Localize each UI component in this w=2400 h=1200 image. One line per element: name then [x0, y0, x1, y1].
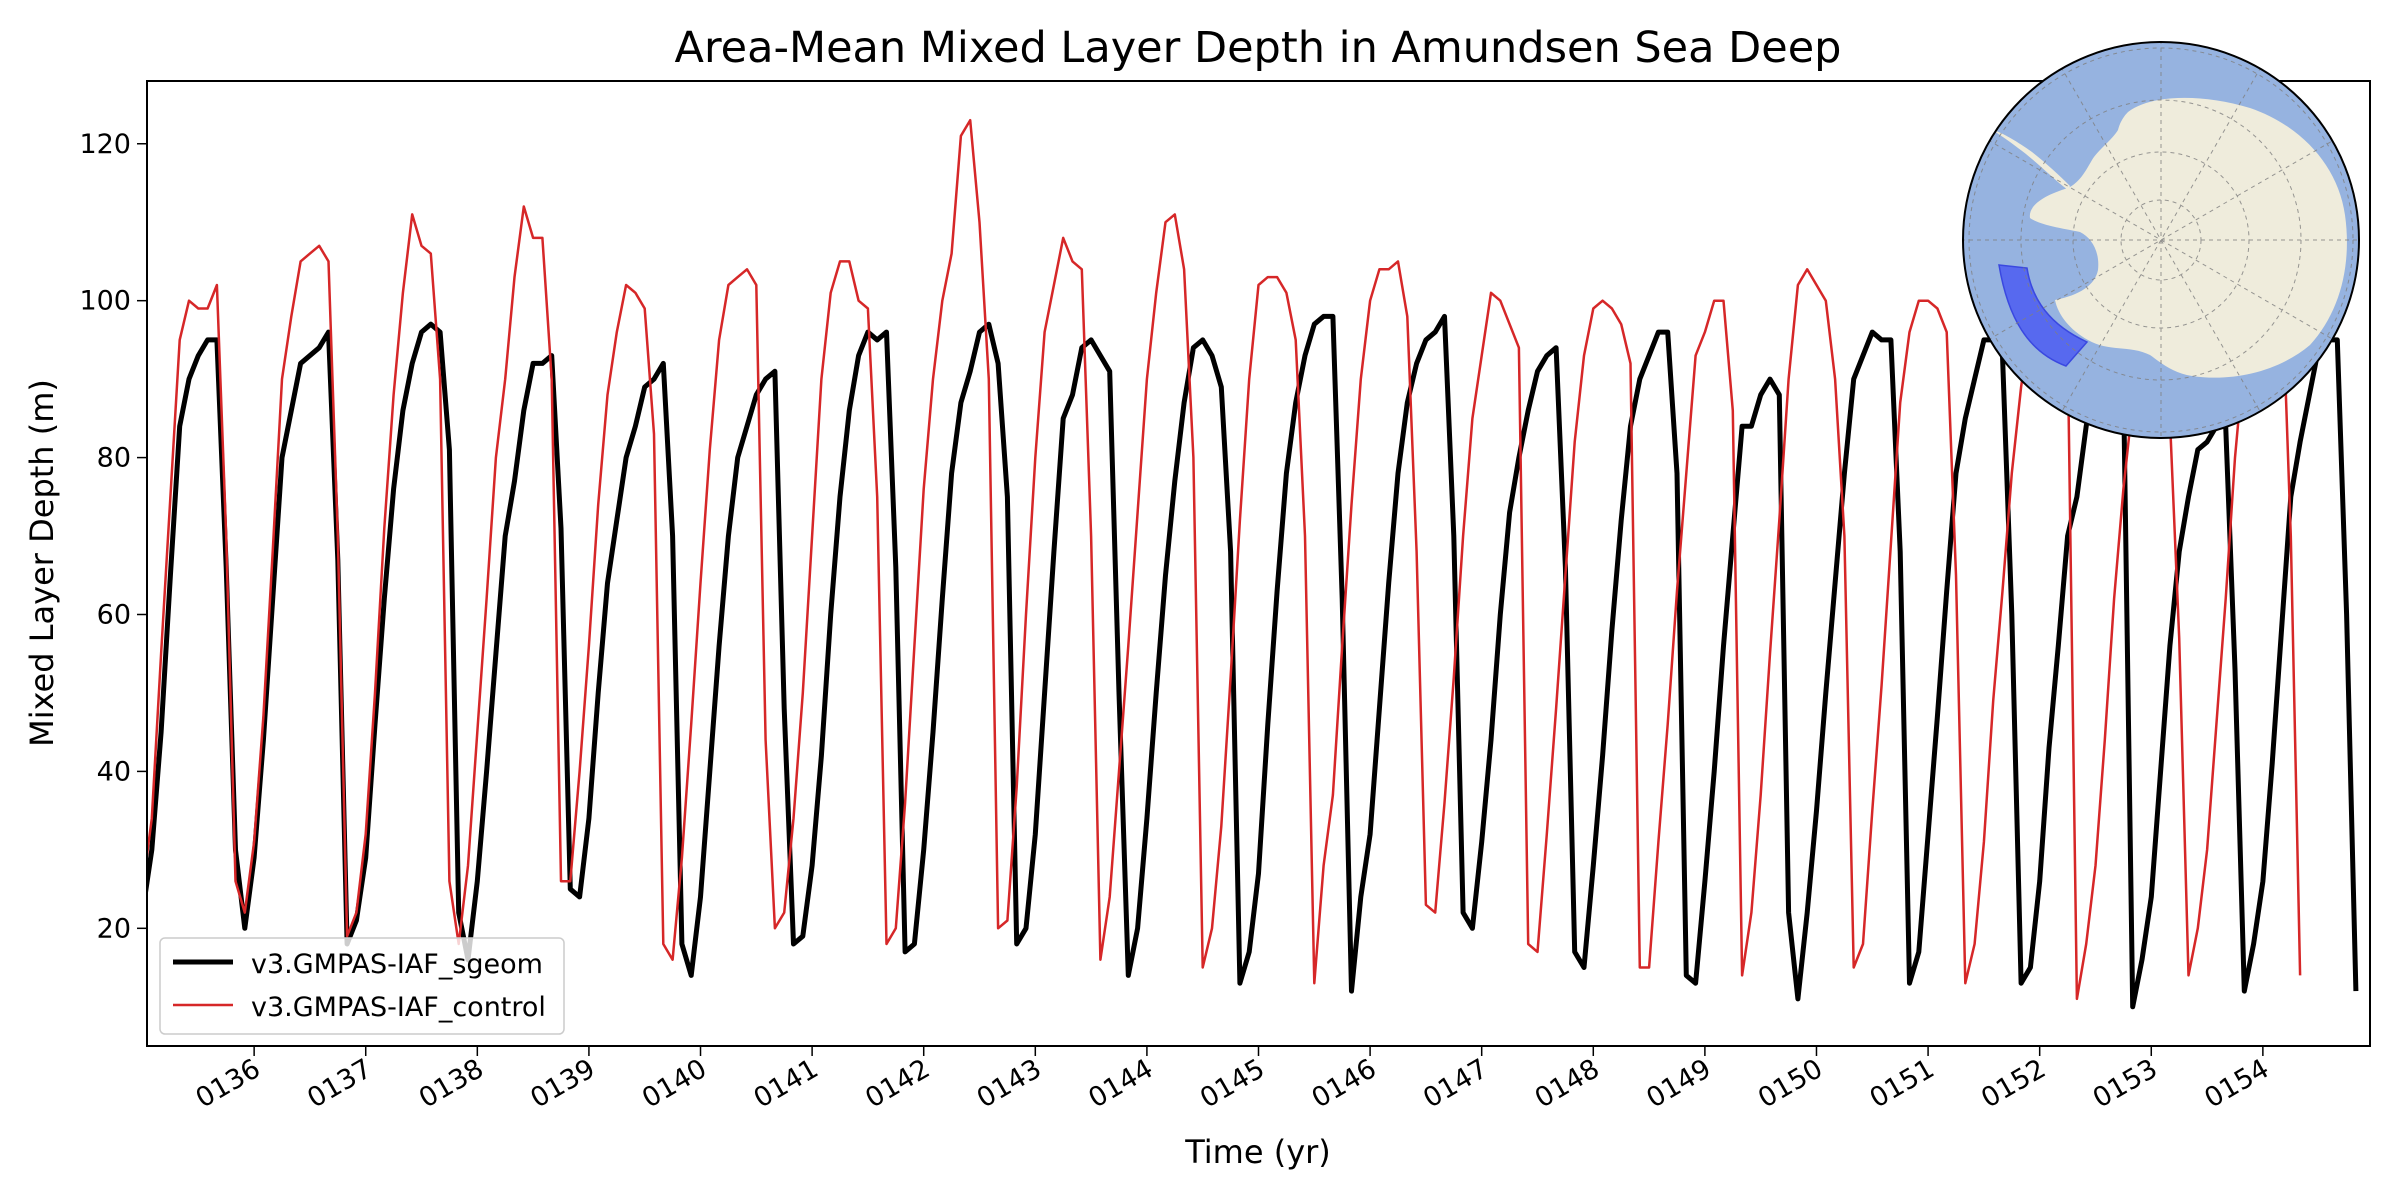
inset-map: [1962, 41, 2360, 439]
y-tick-label: 40: [97, 756, 131, 787]
x-tick-label: 0140: [637, 1053, 712, 1114]
x-tick-label: 0151: [1865, 1053, 1940, 1114]
y-tick-label: 80: [97, 443, 131, 474]
x-tick-label: 0139: [525, 1053, 600, 1114]
y-tick-label: 60: [97, 599, 131, 630]
legend-box: [159, 937, 565, 1035]
x-axis-ticks: 0136 0137 0138 0139 0140 0141 0142 0143 0144 0145…: [191, 1046, 2274, 1114]
x-tick-label: 0145: [1195, 1053, 1270, 1114]
legend-label-control: v3.GMPAS-IAF_control: [251, 992, 546, 1023]
series-line-sgeom: [147, 313, 2359, 1010]
x-tick-label: 0148: [1530, 1053, 1605, 1114]
x-tick-label: 0147: [1418, 1053, 1493, 1114]
x-tick-label: 0150: [1753, 1053, 1828, 1114]
y-tick-label: 120: [79, 129, 131, 160]
amundsen-sea-region: [1998, 264, 2089, 367]
graticule: [1963, 42, 2359, 438]
x-tick-label: 0146: [1307, 1053, 1382, 1114]
legend: v3.GMPAS-IAF_sgeom v3.GMPAS-IAF_control: [159, 937, 565, 1035]
antarctica-land: [2029, 97, 2347, 378]
x-tick-label: 0138: [414, 1053, 489, 1114]
plot-area: [147, 118, 2359, 1010]
series-line-control: [147, 118, 2302, 1001]
x-tick-label: 0142: [860, 1053, 935, 1114]
x-tick-label: 0152: [1976, 1053, 2051, 1114]
series-layer: [147, 118, 2359, 1010]
y-axis-ticks: 20 40 60 80 100 120: [79, 129, 147, 944]
x-tick-label: 0149: [1641, 1053, 1716, 1114]
inset-border: [1962, 41, 2360, 439]
x-tick-label: 0144: [1083, 1053, 1158, 1114]
y-tick-label: 20: [97, 913, 131, 944]
x-tick-label: 0143: [972, 1053, 1047, 1114]
y-tick-label: 100: [79, 286, 131, 317]
x-axis-label: Time (yr): [1184, 1133, 1331, 1171]
y-axis-label: Mixed Layer Depth (m): [23, 379, 61, 747]
x-tick-label: 0136: [191, 1053, 266, 1114]
antarctic-peninsula: [1993, 130, 2070, 190]
chart-title: Area-Mean Mixed Layer Depth in Amundsen …: [675, 23, 1842, 73]
x-tick-label: 0137: [302, 1053, 377, 1114]
legend-label-sgeom: v3.GMPAS-IAF_sgeom: [251, 949, 543, 980]
x-tick-label: 0154: [2199, 1053, 2274, 1114]
x-tick-label: 0141: [749, 1053, 824, 1114]
x-tick-label: 0153: [2088, 1053, 2163, 1114]
